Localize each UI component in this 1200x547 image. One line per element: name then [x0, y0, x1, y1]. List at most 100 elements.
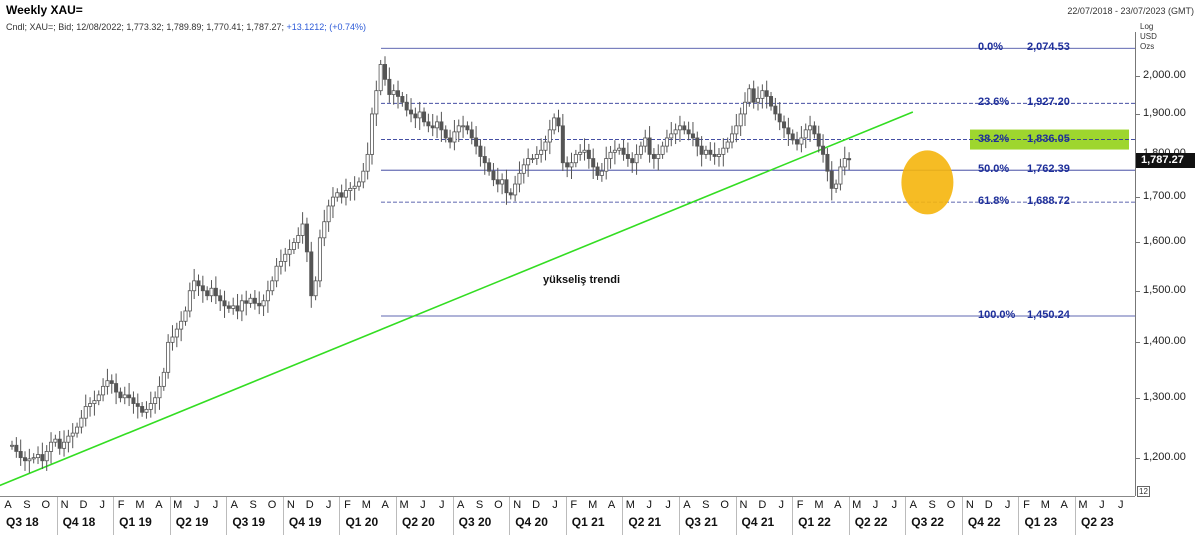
- candle-body: [369, 113, 374, 155]
- candle-body: [383, 64, 388, 80]
- candle-body: [105, 380, 110, 387]
- candle-body: [842, 158, 847, 168]
- candle-body: [556, 117, 561, 127]
- candle-body: [317, 237, 322, 282]
- x-month-label: M: [399, 499, 409, 511]
- scale-box[interactable]: 12: [1137, 486, 1150, 497]
- quarter-separator: [113, 497, 115, 535]
- x-month-label: J: [778, 499, 785, 511]
- candle-body: [257, 302, 262, 307]
- fib-price-label: 1,836.05: [1027, 132, 1070, 145]
- x-quarter-label: Q3 20: [458, 515, 492, 529]
- x-month-label: J: [1117, 499, 1124, 511]
- x-month-label: N: [965, 499, 974, 511]
- candle-body: [53, 438, 58, 443]
- candle-body: [782, 121, 787, 129]
- x-month-label: D: [758, 499, 767, 511]
- candle-body: [213, 287, 218, 297]
- candle-body: [231, 305, 236, 309]
- ohlc-info: Cndl; XAU=; Bid; 12/08/2022; 1,773.32; 1…: [6, 22, 366, 32]
- x-month-label: A: [1060, 499, 1068, 511]
- candle-body: [808, 125, 813, 131]
- candle-body: [799, 137, 804, 145]
- candle-body: [712, 153, 717, 157]
- candle-body: [356, 181, 361, 187]
- fib-price-label: 1,688.72: [1027, 195, 1070, 208]
- candle-body: [274, 265, 279, 282]
- candle-body: [829, 170, 834, 189]
- candle-body: [834, 183, 839, 189]
- x-month-label: A: [607, 499, 616, 511]
- x-quarter-label: Q3 18: [6, 515, 39, 529]
- candle-body: [578, 151, 583, 155]
- x-month-label: O: [267, 499, 277, 511]
- fib-level-label: 0.0%: [978, 41, 1004, 54]
- candle-body: [174, 328, 179, 338]
- x-month-label: F: [344, 499, 351, 511]
- candle-body: [161, 371, 166, 387]
- candle-body: [330, 196, 335, 207]
- candle-body: [361, 170, 366, 183]
- candle-body: [222, 300, 227, 307]
- candle-body: [23, 457, 28, 462]
- candle-body: [304, 223, 309, 253]
- candle-body: [179, 320, 184, 330]
- y-tick-mark: [1135, 75, 1140, 77]
- candle-body: [552, 117, 557, 131]
- x-month-label: J: [212, 499, 219, 511]
- x-quarter-label: Q2 22: [854, 515, 888, 529]
- candle-body: [547, 129, 552, 143]
- candle-body: [495, 179, 500, 185]
- candle-body: [83, 406, 88, 419]
- x-month-label: A: [683, 499, 691, 511]
- candle-body: [803, 129, 808, 139]
- x-month-label: J: [1004, 499, 1011, 511]
- x-month-label: O: [720, 499, 729, 511]
- quarter-separator: [735, 497, 737, 535]
- x-month-label: M: [1040, 499, 1050, 511]
- x-month-label: D: [305, 499, 314, 511]
- candle-body: [769, 96, 774, 107]
- candle-body: [335, 192, 340, 198]
- fib-price-label: 2,074.53: [1027, 41, 1070, 54]
- candle-body: [487, 162, 492, 172]
- quarter-separator: [56, 497, 58, 535]
- y-tick-label: 1,900.00: [1143, 106, 1186, 119]
- candle-body: [140, 406, 145, 413]
- candle-body: [261, 300, 266, 307]
- candle-body: [816, 133, 821, 147]
- x-month-label: N: [286, 499, 295, 511]
- highlight-circle: [901, 150, 954, 215]
- candle-body: [391, 90, 396, 95]
- quarter-separator: [396, 497, 398, 535]
- candle-body: [513, 183, 518, 196]
- x-month-label: D: [532, 499, 541, 511]
- x-quarter-label: Q1 21: [571, 515, 605, 529]
- candle-body: [517, 172, 522, 185]
- candle-body: [543, 141, 548, 151]
- fib-level-label: 38.2%: [978, 132, 1010, 145]
- candle-body: [539, 149, 544, 155]
- candle-body: [465, 125, 470, 131]
- x-month-label: A: [456, 499, 465, 511]
- x-month-label: O: [41, 499, 50, 511]
- candle-body: [773, 105, 778, 115]
- candle-body: [747, 88, 752, 103]
- ohlc-values: Cndl; XAU=; Bid; 12/08/2022; 1,773.32; 1…: [6, 22, 284, 32]
- candle-body: [114, 383, 119, 393]
- candle-body: [669, 133, 674, 139]
- scale-currency-label: USD: [1140, 32, 1157, 41]
- candle-body: [582, 149, 587, 153]
- quarter-separator: [226, 497, 228, 535]
- x-quarter-label: Q3 19: [232, 515, 266, 529]
- y-tick-label: 2,000.00: [1143, 68, 1186, 81]
- y-axis-line: [1135, 32, 1136, 496]
- candle-body: [729, 133, 734, 143]
- candle-body: [14, 444, 19, 452]
- x-month-label: M: [588, 499, 598, 511]
- quarter-separator: [565, 497, 567, 535]
- candle-body: [122, 394, 127, 399]
- candle-body: [352, 185, 357, 189]
- candle-body: [88, 403, 93, 407]
